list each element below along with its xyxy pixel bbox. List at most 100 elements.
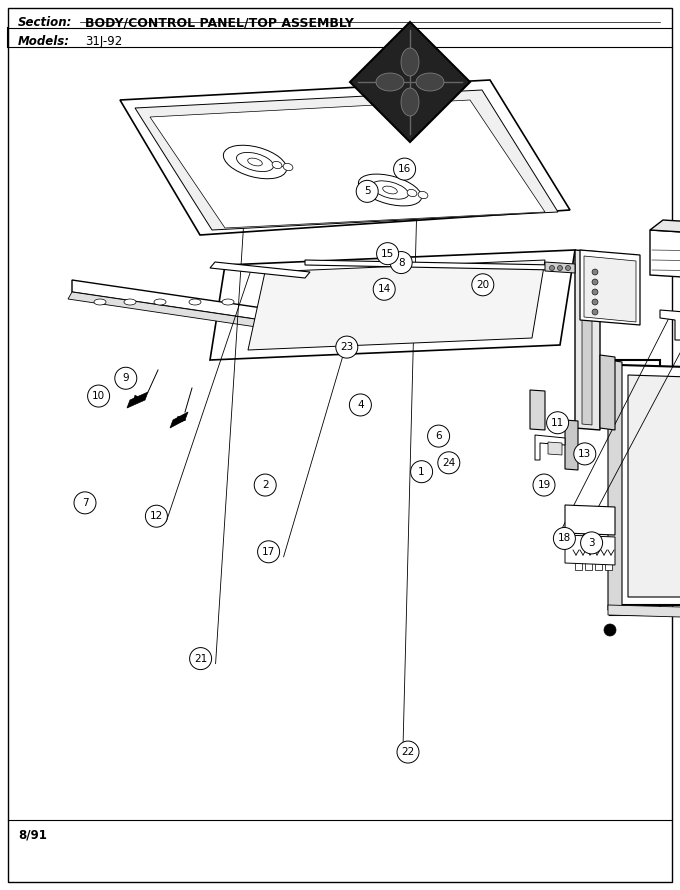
Text: 12: 12	[150, 511, 163, 522]
Text: Models:: Models:	[18, 35, 70, 48]
Polygon shape	[530, 390, 545, 430]
Ellipse shape	[283, 164, 293, 171]
Circle shape	[566, 265, 571, 271]
Circle shape	[592, 309, 598, 315]
Polygon shape	[582, 255, 592, 425]
Text: 21: 21	[194, 653, 207, 664]
Bar	[575, 558, 582, 570]
Ellipse shape	[371, 181, 409, 199]
Polygon shape	[170, 412, 188, 428]
Text: 22: 22	[401, 747, 415, 757]
Polygon shape	[650, 220, 680, 235]
Polygon shape	[628, 375, 680, 597]
Polygon shape	[305, 260, 555, 270]
Circle shape	[397, 741, 419, 763]
Polygon shape	[565, 505, 615, 535]
Text: 20: 20	[476, 279, 490, 290]
Text: 11: 11	[551, 417, 564, 428]
Ellipse shape	[401, 88, 419, 116]
Polygon shape	[584, 256, 636, 322]
Polygon shape	[150, 100, 545, 228]
Bar	[585, 558, 592, 570]
Text: 7: 7	[82, 498, 88, 508]
Text: 4: 4	[357, 400, 364, 410]
Polygon shape	[175, 416, 186, 424]
Text: 23: 23	[340, 342, 354, 352]
Polygon shape	[350, 22, 470, 142]
Circle shape	[88, 385, 109, 407]
Ellipse shape	[223, 145, 287, 179]
Circle shape	[377, 243, 398, 264]
Circle shape	[258, 541, 279, 562]
Text: 14: 14	[377, 284, 391, 295]
Text: 16: 16	[398, 164, 411, 174]
Text: 9: 9	[122, 373, 129, 384]
Text: 1: 1	[418, 466, 425, 477]
Polygon shape	[608, 360, 622, 610]
Ellipse shape	[222, 299, 234, 305]
Text: 3: 3	[588, 538, 595, 548]
Circle shape	[592, 289, 598, 295]
Polygon shape	[650, 230, 680, 280]
Circle shape	[190, 648, 211, 669]
Circle shape	[533, 474, 555, 496]
Polygon shape	[580, 250, 640, 325]
Circle shape	[115, 368, 137, 389]
Circle shape	[554, 528, 575, 549]
Text: 24: 24	[442, 457, 456, 468]
Circle shape	[411, 461, 432, 482]
Ellipse shape	[237, 152, 273, 172]
Polygon shape	[575, 250, 600, 430]
Polygon shape	[565, 420, 578, 470]
Circle shape	[350, 394, 371, 416]
Polygon shape	[210, 250, 575, 360]
Ellipse shape	[416, 73, 444, 91]
Circle shape	[592, 279, 598, 285]
Circle shape	[336, 336, 358, 358]
Polygon shape	[210, 262, 310, 278]
Text: 8/91: 8/91	[18, 828, 47, 841]
Circle shape	[356, 181, 378, 202]
Circle shape	[592, 269, 598, 275]
Bar	[605, 558, 612, 570]
Ellipse shape	[418, 191, 428, 198]
Polygon shape	[660, 310, 680, 340]
Circle shape	[146, 506, 167, 527]
Circle shape	[394, 158, 415, 180]
Polygon shape	[535, 435, 565, 460]
Polygon shape	[72, 280, 310, 325]
Ellipse shape	[383, 186, 397, 194]
Circle shape	[438, 452, 460, 473]
Circle shape	[558, 265, 562, 271]
Text: BODY/CONTROL PANEL/TOP ASSEMBLY: BODY/CONTROL PANEL/TOP ASSEMBLY	[85, 16, 354, 29]
Circle shape	[581, 532, 602, 554]
Text: 6: 6	[435, 431, 442, 441]
Polygon shape	[565, 535, 615, 565]
Polygon shape	[600, 355, 615, 430]
Polygon shape	[610, 360, 660, 615]
Text: 18: 18	[558, 533, 571, 544]
Text: 2: 2	[262, 480, 269, 490]
Ellipse shape	[401, 48, 419, 76]
Polygon shape	[68, 292, 295, 332]
Text: 8: 8	[398, 257, 405, 268]
Ellipse shape	[248, 158, 262, 166]
Ellipse shape	[376, 73, 404, 91]
Circle shape	[472, 274, 494, 295]
Text: 19: 19	[537, 480, 551, 490]
Polygon shape	[608, 605, 680, 620]
Ellipse shape	[154, 299, 166, 305]
Polygon shape	[127, 392, 148, 408]
Ellipse shape	[124, 299, 136, 305]
Polygon shape	[545, 262, 575, 273]
Polygon shape	[132, 395, 143, 404]
Text: 15: 15	[381, 248, 394, 259]
Text: 31J-92: 31J-92	[85, 35, 122, 48]
Text: Section:: Section:	[18, 16, 72, 29]
Circle shape	[574, 443, 596, 465]
Ellipse shape	[94, 299, 106, 305]
Text: 5: 5	[364, 186, 371, 197]
Ellipse shape	[358, 174, 422, 206]
Circle shape	[74, 492, 96, 514]
Polygon shape	[248, 260, 545, 350]
